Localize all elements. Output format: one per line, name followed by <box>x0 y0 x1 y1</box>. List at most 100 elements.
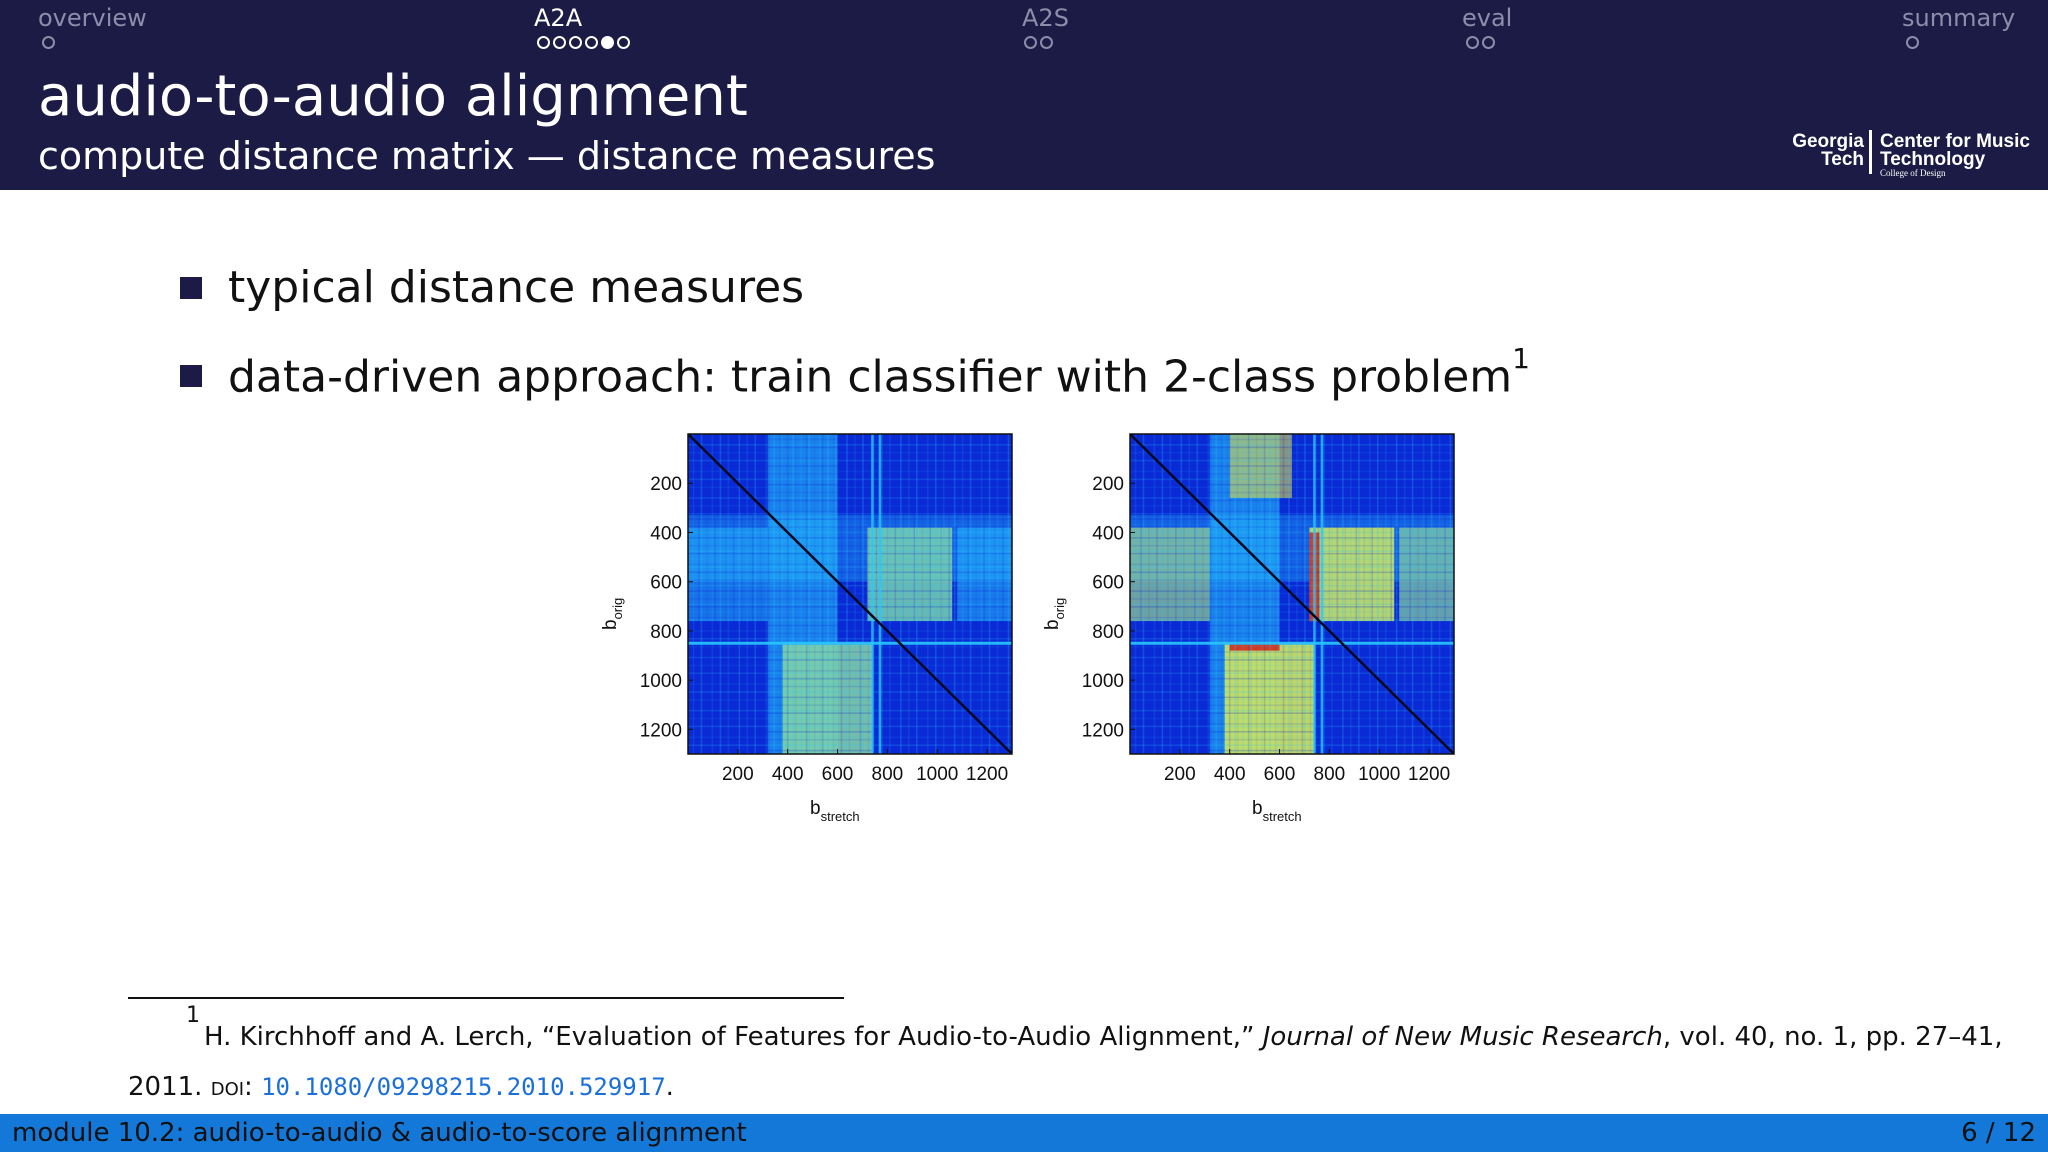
x-tick-label: 800 <box>1314 764 1346 785</box>
x-tick-label: 400 <box>1214 764 1246 785</box>
similarity-block <box>957 527 1012 622</box>
similarity-block <box>1130 527 1210 622</box>
y-axis-label: borig <box>600 598 625 630</box>
nav-dot[interactable] <box>1482 36 1495 49</box>
similarity-block <box>782 643 873 754</box>
bullet-text-main: data-driven approach: train classifier w… <box>228 351 1513 403</box>
bullet-item: data-driven approach: train classifier w… <box>180 342 1530 403</box>
bullet-marker <box>180 276 202 299</box>
x-tick-label: 1000 <box>916 764 958 785</box>
footnote-citation-cont: 2011. doi: 10.1080/09298215.2010.529917. <box>128 1072 674 1102</box>
distance-matrix-plot-right: 200 400 600 800 1000 1200 200 400 600 800 1000 1200… <box>1042 433 1455 824</box>
x-tick-label: 1200 <box>966 764 1008 785</box>
similarity-block <box>867 527 953 622</box>
navigation-bar: overview A2A A2S eval summary <box>0 0 2048 72</box>
bullet-text: typical distance measures <box>228 262 805 313</box>
bullet-text: data-driven approach: train classifier w… <box>228 342 1530 403</box>
x-tick-label: 800 <box>872 764 904 785</box>
x-axis-label: bstretch <box>1252 798 1302 824</box>
footnote-mark: 1 <box>186 1003 200 1028</box>
similarity-block <box>1399 527 1454 622</box>
nav-dot[interactable] <box>553 36 566 49</box>
heatmap-layer <box>688 434 1012 754</box>
y-tick-label: 600 <box>650 573 682 594</box>
distance-matrix-plot-left: 200 400 600 800 1000 1200 200 400 600 800 1000 1200… <box>600 433 1013 824</box>
nav-section-a2s[interactable]: A2S <box>1022 4 1069 32</box>
nav-section-summary[interactable]: summary <box>1902 4 2016 32</box>
nav-dot[interactable] <box>1040 36 1053 49</box>
y-tick-label: 1000 <box>1082 671 1124 692</box>
y-tick-label: 800 <box>650 622 682 643</box>
nav-dots-a2a[interactable] <box>537 36 630 52</box>
y-tick-label: 400 <box>650 523 682 544</box>
y-tick-label: 1200 <box>640 720 682 741</box>
nav-dots-summary[interactable] <box>1906 36 1919 52</box>
similarity-block <box>867 527 953 622</box>
page-number: 6 / 12 <box>1961 1118 2036 1148</box>
footnote-volume: , vol. 40, no. 1, pp. 27–41, <box>1662 1022 2003 1052</box>
nav-dot[interactable] <box>617 36 630 49</box>
georgia-tech-logo: Georgia Tech Center for Music Technology… <box>1754 128 2034 184</box>
x-axis-label: bstretch <box>810 798 860 824</box>
nav-section-overview[interactable]: overview <box>38 4 147 32</box>
plot-frame <box>687 433 1013 755</box>
y-tick-label: 200 <box>650 474 682 495</box>
footnote-reference[interactable]: 1 <box>1512 342 1530 375</box>
similarity-block <box>1229 434 1292 498</box>
footnote-citation: H. Kirchhoff and A. Lerch, “Evaluation o… <box>204 1022 2003 1052</box>
y-tick-label: 600 <box>1092 573 1124 594</box>
nav-dot[interactable] <box>569 36 582 49</box>
footnote-journal: Journal of New Music Research <box>1262 1022 1663 1052</box>
y-tick-label: 400 <box>1092 523 1124 544</box>
similarity-block <box>1130 527 1210 622</box>
nav-dots-eval[interactable] <box>1466 36 1495 52</box>
nav-dot[interactable] <box>601 36 614 49</box>
slide-subtitle: compute distance matrix — distance measu… <box>38 134 936 178</box>
logo-text-technology: Technology <box>1880 149 1986 170</box>
y-tick-label: 200 <box>1092 474 1124 495</box>
similarity-block <box>782 643 873 754</box>
y-axis-label: borig <box>1042 598 1067 630</box>
x-tick-label: 200 <box>1164 764 1196 785</box>
footnote-doi-label: doi: <box>210 1072 253 1102</box>
nav-dots-overview[interactable] <box>42 36 55 52</box>
similarity-block <box>1399 527 1454 622</box>
similarity-block <box>688 527 768 622</box>
title-bar <box>0 72 2048 190</box>
footnote-authors-title: H. Kirchhoff and A. Lerch, “Evaluation o… <box>204 1022 1255 1052</box>
heatmap-layer <box>1130 434 1454 754</box>
bullet-marker <box>180 365 202 388</box>
footnote-end: . <box>665 1072 674 1102</box>
y-tick-label: 800 <box>1092 622 1124 643</box>
similarity-block <box>1224 643 1315 754</box>
nav-dot[interactable] <box>585 36 598 49</box>
nav-dot[interactable] <box>1466 36 1479 49</box>
nav-dot[interactable] <box>1024 36 1037 49</box>
nav-dots-a2s[interactable] <box>1024 36 1053 52</box>
nav-section-a2a[interactable]: A2A <box>534 4 583 32</box>
logo-text-center: Center for Music <box>1880 131 2030 152</box>
logo-text-georgia: Georgia <box>1792 131 1864 152</box>
x-tick-label: 400 <box>772 764 804 785</box>
logo-divider <box>1869 130 1872 174</box>
footnote-year: 2011. <box>128 1072 203 1102</box>
nav-section-eval[interactable]: eval <box>1462 4 1513 32</box>
nav-dot[interactable] <box>42 36 55 49</box>
y-tick-label: 1000 <box>640 671 682 692</box>
x-tick-label: 1200 <box>1408 764 1450 785</box>
x-tick-label: 200 <box>722 764 754 785</box>
logo-text-college: College of Design <box>1880 168 1946 178</box>
footnote-doi-link[interactable]: 10.1080/09298215.2010.529917 <box>261 1073 666 1101</box>
nav-dot[interactable] <box>537 36 550 49</box>
status-bar: module 10.2: audio-to-audio & audio-to-s… <box>0 1114 2048 1152</box>
nav-dot[interactable] <box>1906 36 1919 49</box>
x-tick-label: 600 <box>822 764 854 785</box>
plot-frame <box>1129 433 1455 755</box>
footnote-rule <box>128 997 844 999</box>
logo-text-tech: Tech <box>1821 149 1864 170</box>
alignment-path <box>1130 434 1454 754</box>
y-tick-label: 1200 <box>1082 720 1124 741</box>
peak-region <box>1229 643 1280 651</box>
bullet-item: typical distance measures <box>180 262 804 313</box>
distance-matrix-figure-right: 200 400 600 800 1000 1200 200 400 600 800 1000 1200… <box>1022 426 1482 826</box>
